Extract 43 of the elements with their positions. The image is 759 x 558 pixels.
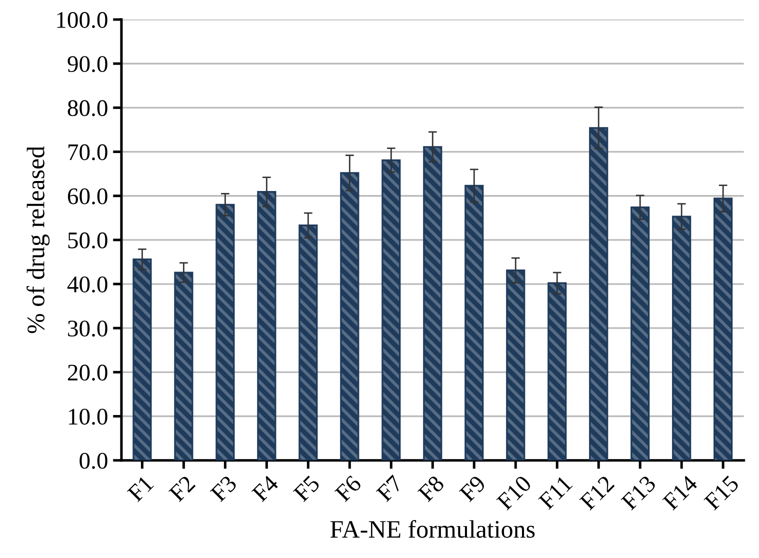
x-tick-label: F7: [376, 474, 404, 502]
y-tick-label: 100.0: [57, 12, 108, 28]
y-axis-title: % of drug released: [26, 146, 50, 334]
y-tick-label: 90.0: [68, 56, 108, 72]
x-tick-label: F13: [620, 474, 657, 511]
y-tick-label: 70.0: [68, 144, 108, 160]
x-tick-label: F4: [251, 474, 280, 502]
x-axis-title: FA-NE formulations: [330, 520, 535, 538]
bar: [257, 191, 276, 460]
bar: [216, 204, 235, 460]
x-tick-label: F8: [417, 474, 445, 502]
y-tick-label: 10.0: [69, 408, 108, 425]
x-tick-label: F6: [334, 474, 362, 502]
bar: [672, 216, 692, 460]
x-tick-label: F15: [704, 474, 740, 511]
x-tick-label: F1: [126, 475, 154, 502]
bar: [630, 206, 650, 460]
bar: [714, 198, 733, 460]
bar: [589, 127, 608, 460]
bar: [464, 184, 484, 460]
bar: [423, 146, 442, 460]
y-tick-label: 40.0: [67, 276, 108, 293]
x-tick-label: F10: [496, 474, 532, 511]
x-tick-label: F12: [579, 474, 615, 511]
x-tick-label: F9: [458, 474, 486, 502]
y-tick-label: 80.0: [68, 100, 108, 116]
x-tick-label: F2: [168, 474, 196, 502]
x-tick-label: F11: [538, 475, 573, 510]
bar: [132, 258, 152, 460]
x-tick-label: F5: [292, 474, 320, 502]
y-tick-label: 60.0: [68, 188, 108, 204]
x-tick-label: F3: [210, 474, 238, 502]
bar: [506, 270, 526, 460]
y-tick-label: 30.0: [68, 320, 108, 337]
bar: [382, 159, 401, 460]
x-tick-label: F14: [662, 474, 698, 511]
y-tick-label: 0.0: [80, 452, 108, 469]
bar: [174, 272, 194, 460]
bar: [340, 172, 360, 460]
y-tick-label: 20.0: [68, 364, 108, 381]
bar: [298, 224, 318, 460]
bar: [548, 282, 567, 460]
y-tick-label: 50.0: [68, 232, 108, 248]
